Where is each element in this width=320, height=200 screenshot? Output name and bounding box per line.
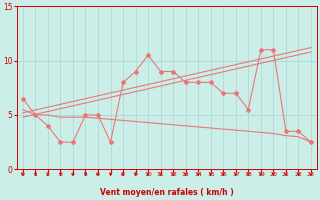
X-axis label: Vent moyen/en rafales ( km/h ): Vent moyen/en rafales ( km/h ) bbox=[100, 188, 234, 197]
